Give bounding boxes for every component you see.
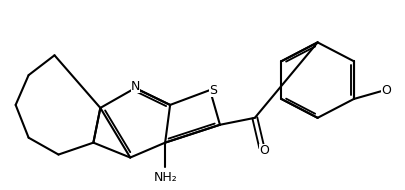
Text: N: N	[130, 80, 140, 93]
Text: S: S	[209, 84, 216, 97]
Text: NH₂: NH₂	[153, 171, 177, 184]
Text: O: O	[258, 144, 268, 157]
Text: O: O	[380, 84, 390, 97]
